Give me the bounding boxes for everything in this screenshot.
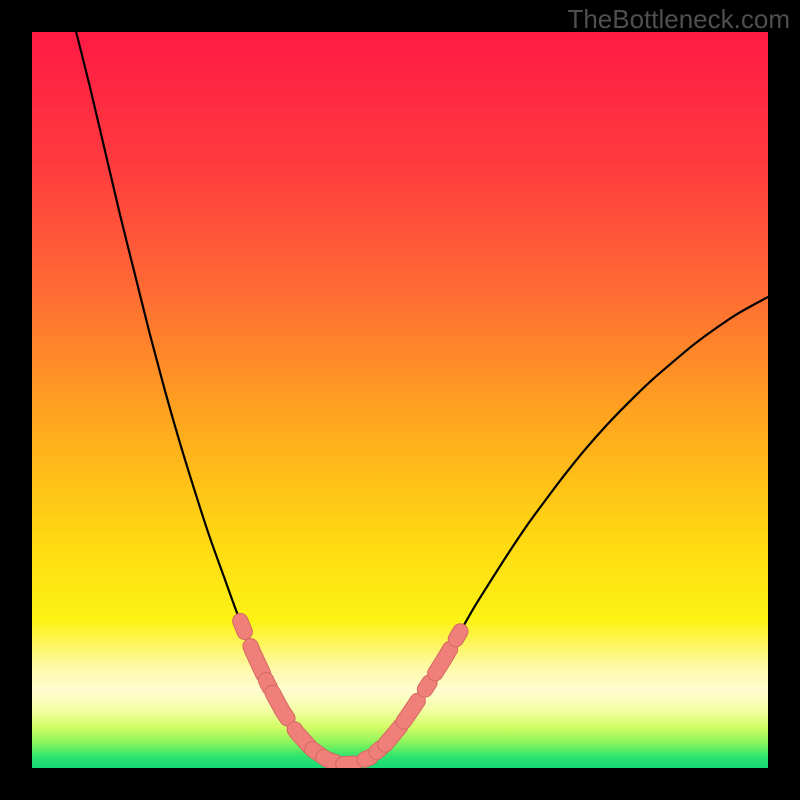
bottleneck-curve-chart [32,32,768,768]
marker-capsule [323,757,335,762]
watermark-text: TheBottleneck.com [567,4,790,35]
marker-capsule [365,757,371,760]
gradient-background [32,32,768,768]
marker-capsule [343,764,354,765]
marker-capsule [456,631,460,639]
marker-capsule [425,683,429,690]
marker-capsule [240,621,244,632]
chart-root: TheBottleneck.com [0,0,800,800]
